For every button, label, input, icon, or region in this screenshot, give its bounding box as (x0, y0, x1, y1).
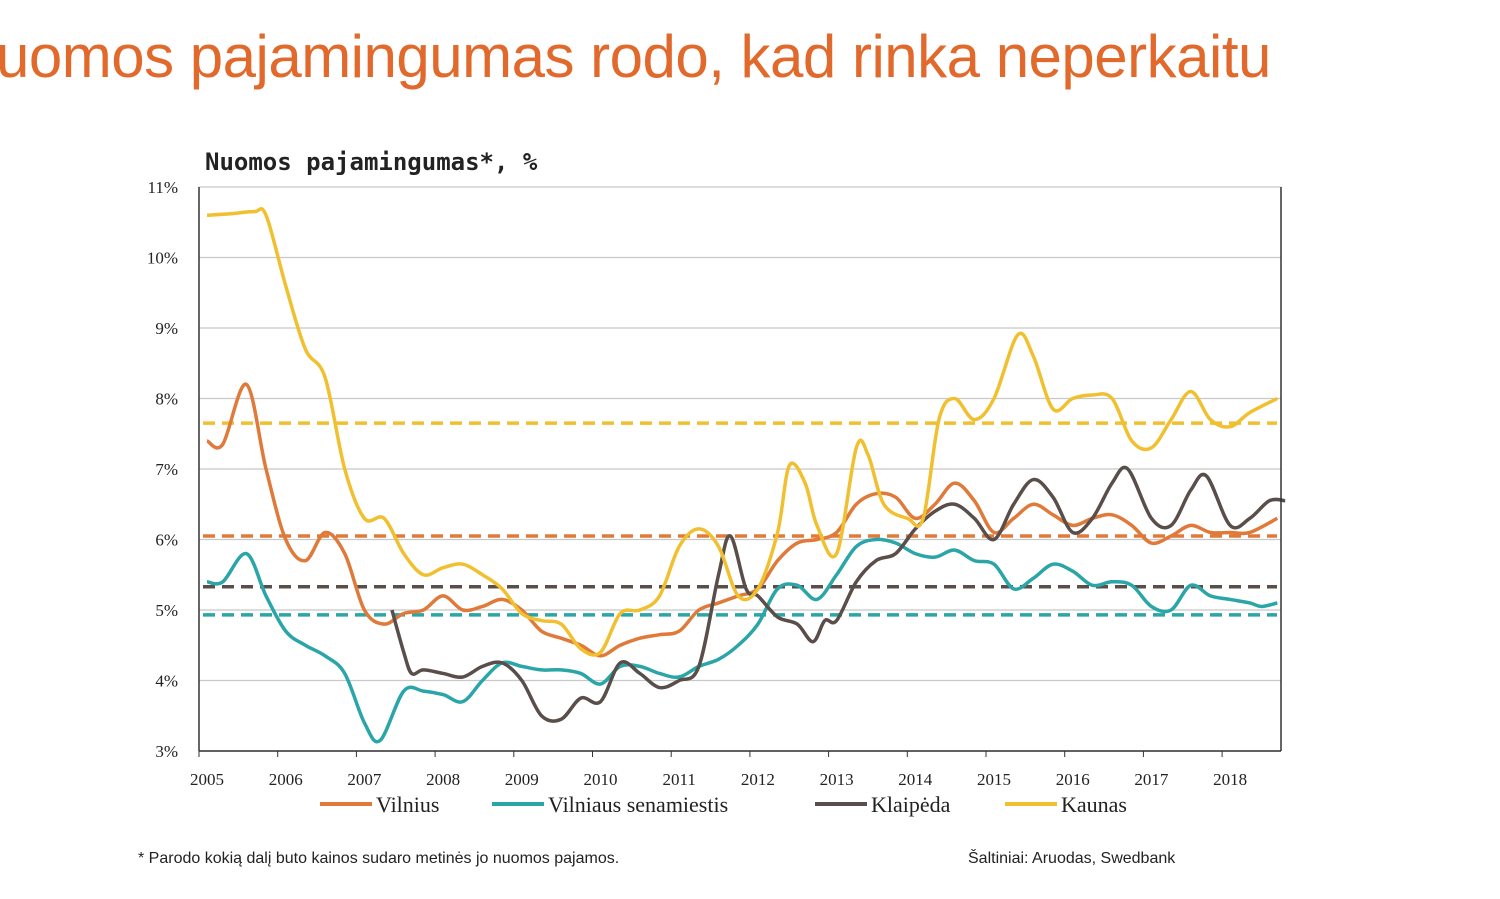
y-tick-label: 6% (155, 531, 178, 550)
y-tick-label: 5% (155, 601, 178, 620)
x-tick-label: 2005 (190, 770, 224, 789)
y-tick-label: 8% (155, 390, 178, 409)
series-line-klaip-da (390, 465, 1286, 723)
series-line-vilniaus-senamiestis (206, 537, 1278, 744)
legend-label-klaip-da: Klaipėda (871, 792, 951, 817)
x-tick-label: 2014 (898, 770, 933, 789)
legend-label-kaunas: Kaunas (1061, 792, 1127, 817)
series-line-kaunas (206, 206, 1279, 657)
source-note: Šaltiniai: Aruodas, Swedbank (968, 848, 1176, 867)
x-tick-label: 2011 (663, 770, 696, 789)
x-tick-label: 2007 (347, 770, 382, 789)
x-tick-label: 2013 (820, 770, 854, 789)
footnote: * Parodo kokią dalį buto kainos sudaro m… (138, 850, 619, 867)
y-tick-label: 10% (147, 249, 178, 268)
legend-label-vilnius: Vilnius (376, 792, 439, 817)
chart-title: Nuomos pajamingumas*, % (205, 148, 538, 176)
x-tick-label: 2017 (1134, 770, 1169, 789)
y-tick-label: 4% (155, 672, 178, 691)
x-tick-label: 2015 (977, 770, 1011, 789)
slide-headline: uomos pajamingumas rodo, kad rinka neper… (0, 23, 1271, 90)
legend-label-vilniaus-senamiestis: Vilniaus senamiestis (548, 792, 728, 817)
x-tick-label: 2018 (1213, 770, 1247, 789)
x-tick-label: 2010 (584, 770, 618, 789)
x-tick-label: 2016 (1056, 770, 1090, 789)
x-tick-label: 2008 (426, 770, 460, 789)
y-tick-label: 11% (147, 178, 178, 197)
y-tick-label: 7% (155, 460, 178, 479)
x-tick-label: 2012 (741, 770, 775, 789)
y-tick-label: 3% (155, 742, 178, 761)
y-tick-label: 9% (155, 319, 178, 338)
x-tick-label: 2009 (505, 770, 539, 789)
x-tick-label: 2006 (269, 770, 303, 789)
